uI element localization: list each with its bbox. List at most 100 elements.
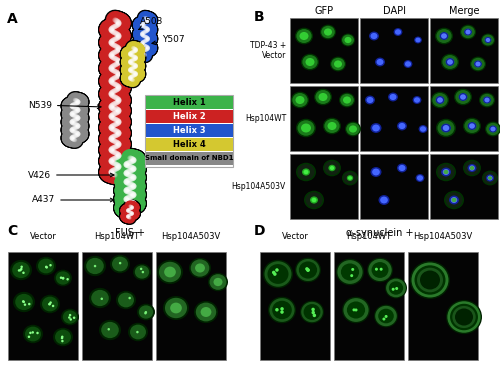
Ellipse shape bbox=[28, 303, 30, 305]
Ellipse shape bbox=[331, 58, 345, 70]
Ellipse shape bbox=[342, 35, 354, 45]
Ellipse shape bbox=[398, 165, 406, 171]
Ellipse shape bbox=[438, 120, 454, 136]
Text: Hsp104A503V: Hsp104A503V bbox=[414, 232, 472, 241]
Ellipse shape bbox=[372, 168, 380, 175]
Ellipse shape bbox=[455, 309, 473, 325]
Ellipse shape bbox=[300, 32, 308, 40]
Ellipse shape bbox=[292, 93, 308, 107]
Ellipse shape bbox=[316, 90, 330, 104]
Ellipse shape bbox=[273, 272, 276, 276]
Ellipse shape bbox=[299, 261, 317, 279]
Ellipse shape bbox=[441, 54, 459, 70]
Bar bbox=[430, 18, 498, 83]
Ellipse shape bbox=[298, 120, 314, 136]
Text: Hsp104A503V: Hsp104A503V bbox=[232, 182, 286, 191]
Ellipse shape bbox=[61, 336, 64, 338]
Ellipse shape bbox=[390, 94, 396, 100]
Ellipse shape bbox=[410, 261, 450, 299]
Ellipse shape bbox=[443, 169, 449, 175]
Ellipse shape bbox=[295, 28, 313, 44]
Ellipse shape bbox=[49, 264, 51, 266]
Ellipse shape bbox=[340, 94, 354, 106]
Ellipse shape bbox=[470, 166, 474, 170]
Ellipse shape bbox=[101, 322, 119, 338]
Ellipse shape bbox=[452, 306, 475, 328]
Ellipse shape bbox=[370, 33, 378, 39]
Ellipse shape bbox=[420, 271, 440, 290]
Ellipse shape bbox=[436, 29, 452, 43]
Ellipse shape bbox=[476, 62, 480, 66]
Ellipse shape bbox=[306, 192, 322, 208]
Ellipse shape bbox=[298, 164, 314, 180]
Text: V426: V426 bbox=[28, 171, 114, 179]
Ellipse shape bbox=[436, 119, 456, 137]
Ellipse shape bbox=[490, 126, 496, 131]
Ellipse shape bbox=[369, 32, 379, 40]
Ellipse shape bbox=[414, 97, 420, 103]
Bar bbox=[146, 138, 233, 151]
Ellipse shape bbox=[376, 59, 384, 65]
Ellipse shape bbox=[18, 269, 21, 272]
Ellipse shape bbox=[488, 176, 492, 180]
Ellipse shape bbox=[446, 192, 462, 208]
Ellipse shape bbox=[375, 58, 385, 66]
Ellipse shape bbox=[23, 325, 43, 343]
Bar bbox=[260, 252, 330, 360]
Ellipse shape bbox=[13, 292, 35, 312]
Ellipse shape bbox=[344, 298, 368, 322]
Ellipse shape bbox=[351, 268, 354, 271]
Ellipse shape bbox=[295, 258, 321, 282]
Ellipse shape bbox=[210, 274, 226, 290]
Ellipse shape bbox=[469, 165, 475, 171]
Ellipse shape bbox=[441, 168, 451, 176]
Bar bbox=[290, 154, 358, 219]
Ellipse shape bbox=[42, 296, 58, 311]
Ellipse shape bbox=[200, 307, 211, 317]
Ellipse shape bbox=[330, 166, 334, 170]
Ellipse shape bbox=[464, 29, 472, 35]
Ellipse shape bbox=[382, 317, 386, 320]
Ellipse shape bbox=[394, 28, 402, 36]
Bar bbox=[156, 252, 226, 360]
Ellipse shape bbox=[163, 296, 189, 320]
Ellipse shape bbox=[446, 300, 482, 334]
Bar bbox=[146, 96, 233, 109]
Text: TDP-43 +
Vector: TDP-43 + Vector bbox=[250, 41, 286, 60]
Ellipse shape bbox=[214, 278, 222, 286]
Ellipse shape bbox=[108, 328, 110, 330]
Ellipse shape bbox=[112, 256, 128, 271]
Ellipse shape bbox=[321, 26, 335, 38]
Ellipse shape bbox=[110, 255, 130, 273]
Text: Hsp104WT: Hsp104WT bbox=[94, 232, 140, 241]
Ellipse shape bbox=[367, 258, 393, 282]
Ellipse shape bbox=[372, 125, 380, 131]
Ellipse shape bbox=[22, 301, 25, 303]
Ellipse shape bbox=[22, 272, 25, 274]
Ellipse shape bbox=[330, 57, 346, 71]
Ellipse shape bbox=[280, 307, 284, 311]
Ellipse shape bbox=[15, 294, 33, 310]
Ellipse shape bbox=[128, 297, 131, 299]
Ellipse shape bbox=[412, 263, 449, 298]
Ellipse shape bbox=[389, 281, 403, 295]
Ellipse shape bbox=[135, 265, 149, 279]
Text: Helix 3: Helix 3 bbox=[172, 126, 206, 135]
Ellipse shape bbox=[378, 195, 390, 205]
Ellipse shape bbox=[306, 268, 310, 272]
Ellipse shape bbox=[48, 303, 51, 305]
Bar bbox=[408, 252, 478, 360]
Ellipse shape bbox=[338, 260, 362, 284]
Ellipse shape bbox=[61, 309, 79, 325]
Text: DAPI: DAPI bbox=[382, 6, 406, 16]
Ellipse shape bbox=[86, 258, 104, 274]
Ellipse shape bbox=[416, 38, 420, 42]
Ellipse shape bbox=[296, 29, 312, 43]
Ellipse shape bbox=[431, 92, 449, 108]
Ellipse shape bbox=[165, 298, 187, 318]
Ellipse shape bbox=[347, 175, 353, 181]
Bar bbox=[430, 86, 498, 151]
Text: A437: A437 bbox=[32, 195, 114, 205]
Ellipse shape bbox=[94, 265, 96, 267]
Ellipse shape bbox=[336, 259, 364, 285]
